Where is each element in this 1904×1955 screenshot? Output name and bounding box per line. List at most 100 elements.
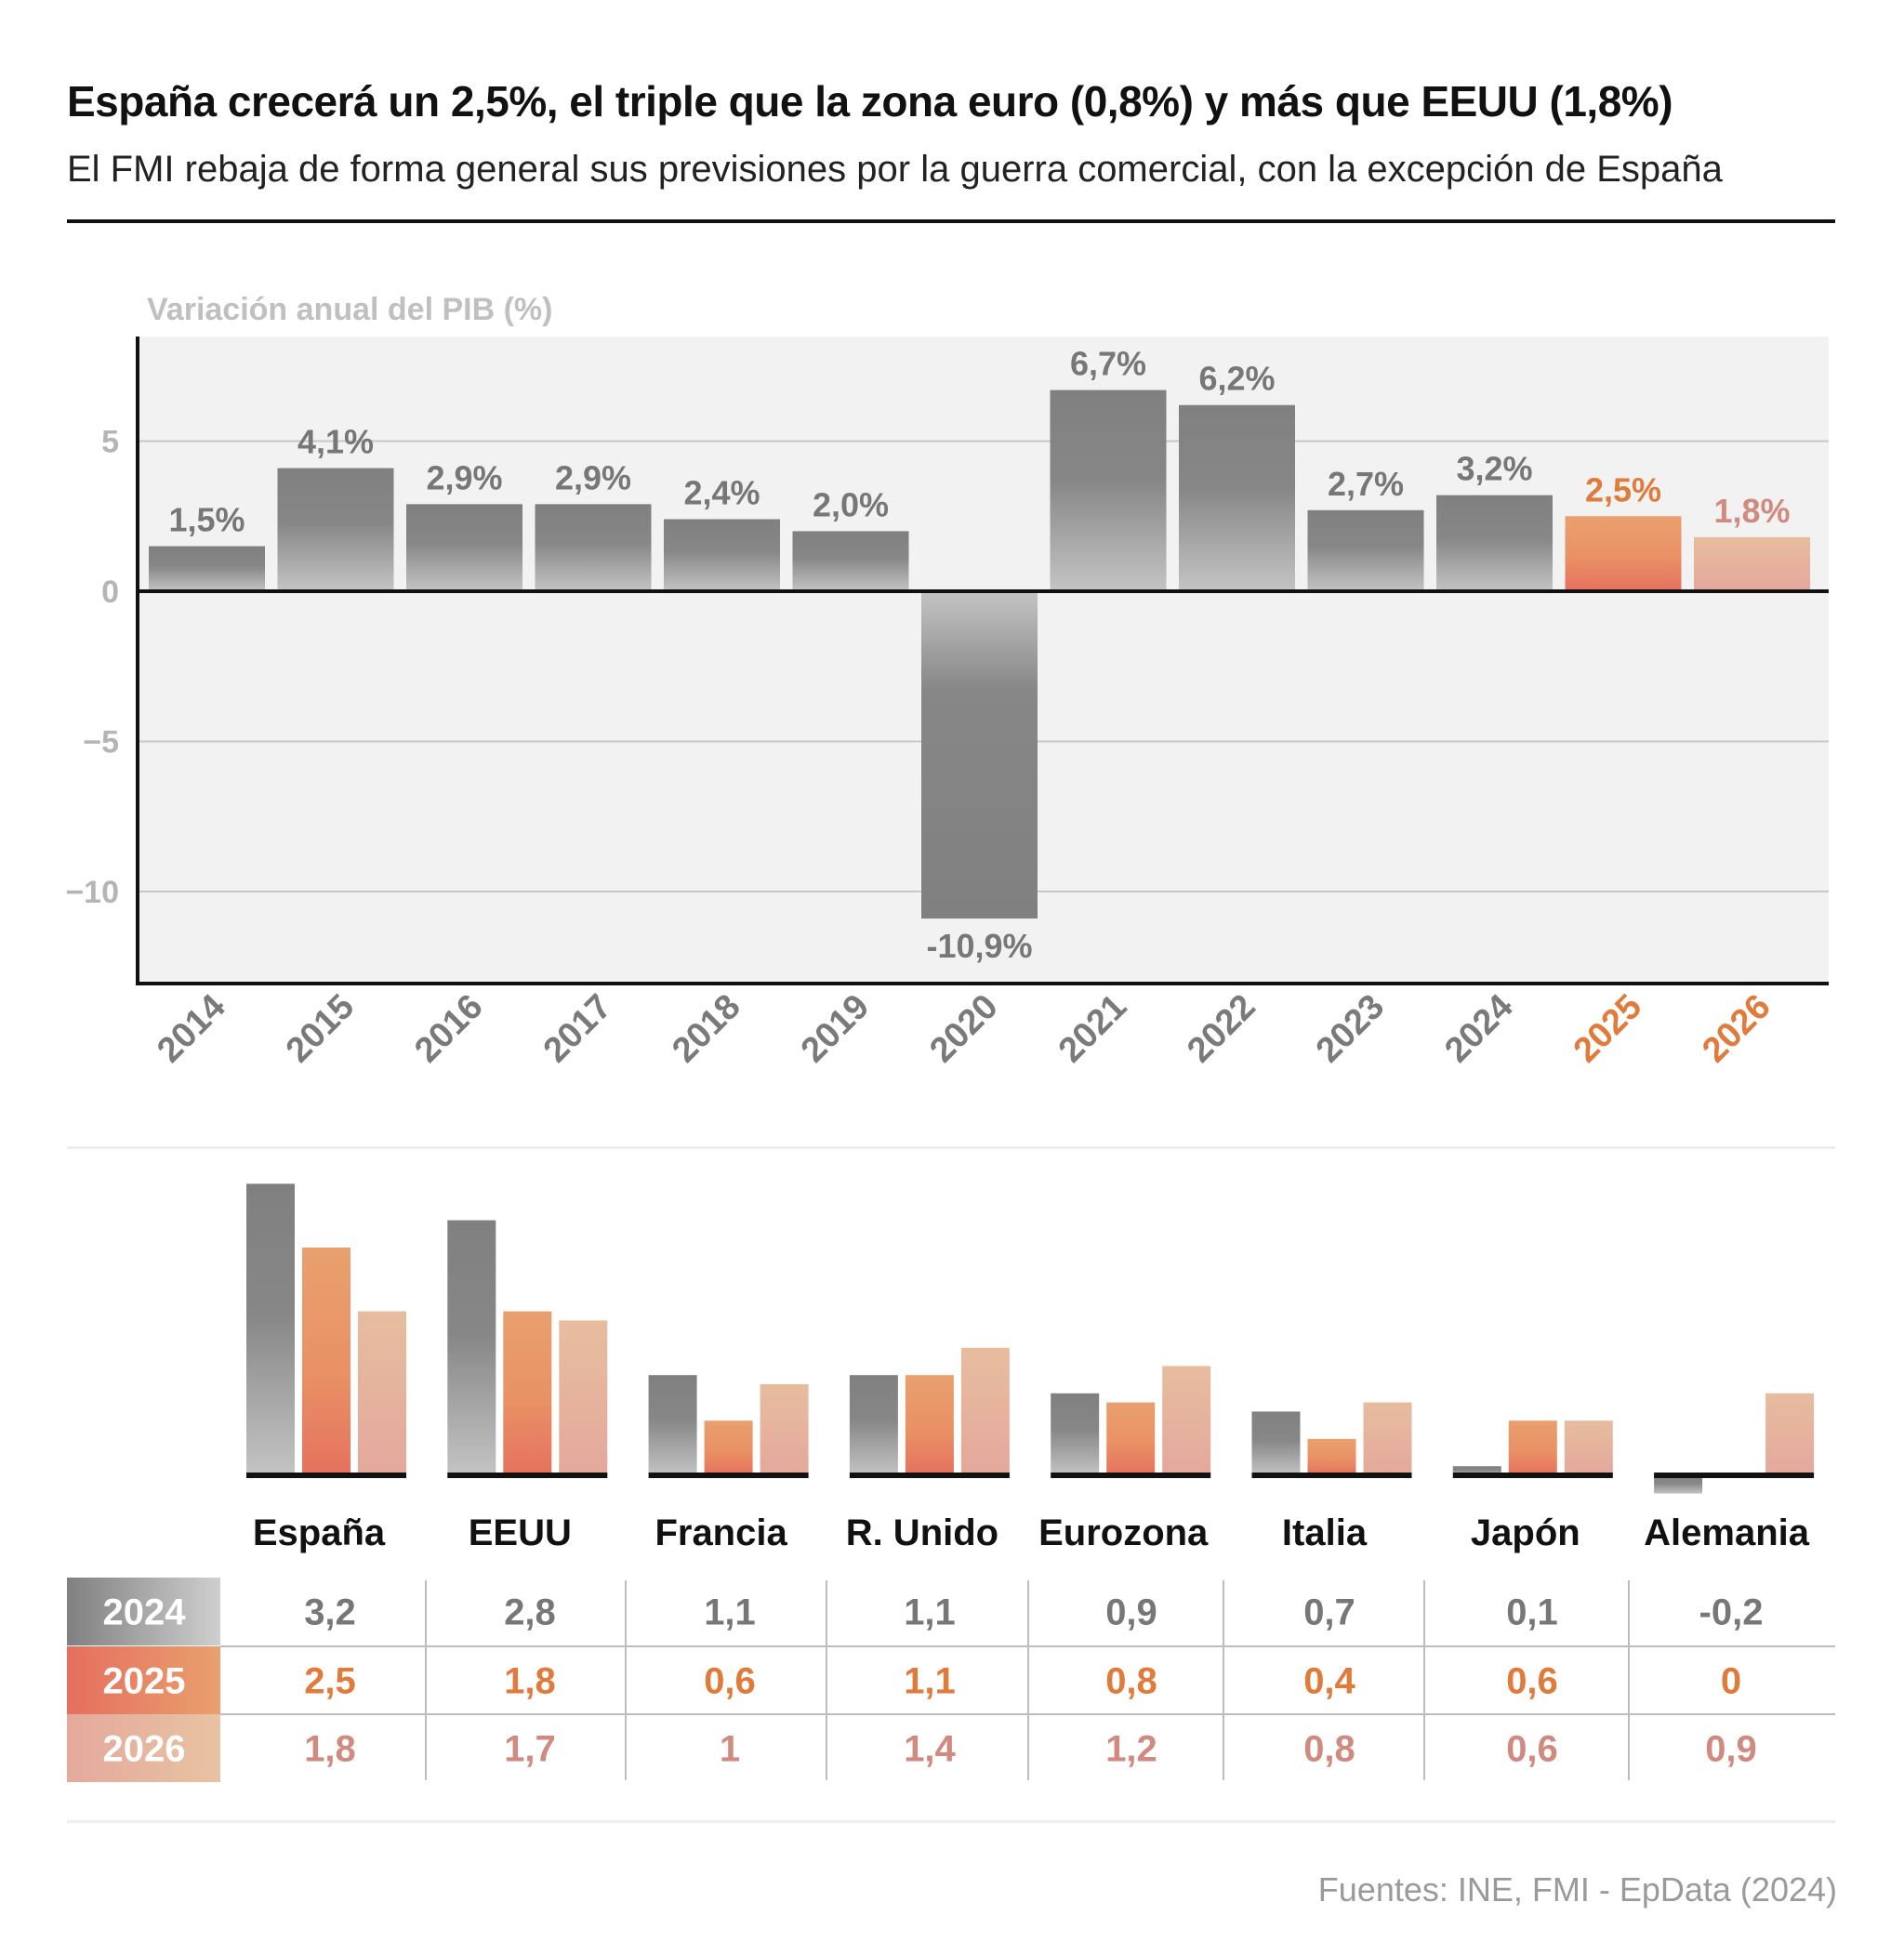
country-label: Francia <box>654 1512 787 1553</box>
bar-Japón-2024 <box>1452 1466 1501 1475</box>
table-cell: 2,5 <box>304 1661 356 1702</box>
header-divider <box>67 219 1835 223</box>
table-cell: 0,7 <box>1303 1592 1355 1633</box>
bar-España-2026 <box>358 1311 406 1475</box>
bar-2021 <box>1050 390 1167 591</box>
bar-España-2024 <box>246 1183 295 1475</box>
table-cell: 0,6 <box>704 1661 756 1702</box>
row-header-2026 <box>67 1714 220 1782</box>
table-cell: 2,8 <box>504 1592 556 1633</box>
bar-2024 <box>1436 495 1553 591</box>
country-label: EEUU <box>469 1512 572 1553</box>
bar-Francia-2025 <box>704 1420 753 1475</box>
bar-Italia-2024 <box>1251 1411 1301 1475</box>
value-label: 2,0% <box>813 485 889 523</box>
value-label: 1,8% <box>1713 492 1790 530</box>
bar-R. Unido-2025 <box>905 1375 954 1475</box>
y-tick-label: 0 <box>101 575 119 610</box>
value-label: 2,7% <box>1328 465 1404 503</box>
bar-2019 <box>792 531 909 591</box>
value-label: 4,1% <box>298 423 374 461</box>
table-cell: 0,1 <box>1506 1592 1558 1633</box>
row-header-label: 2025 <box>103 1661 186 1702</box>
table-cell: 0,8 <box>1303 1729 1355 1770</box>
bar-EEUU-2024 <box>447 1220 496 1475</box>
country-label: España <box>253 1512 386 1553</box>
table-cell: 1,1 <box>704 1592 756 1633</box>
bar-2020 <box>921 591 1038 919</box>
table-cell: 1,4 <box>904 1729 956 1770</box>
bar-2022 <box>1179 404 1295 591</box>
y-tick-label: 5 <box>101 425 119 460</box>
country-label: Japón <box>1471 1512 1580 1553</box>
bar-2018 <box>664 519 780 591</box>
row-header-label: 2024 <box>103 1592 187 1633</box>
table-cell: 1,8 <box>304 1729 356 1770</box>
bar-2016 <box>406 504 522 591</box>
row-header-2025 <box>67 1646 220 1714</box>
bar-Alemania-2026 <box>1765 1393 1815 1475</box>
bar-Francia-2024 <box>648 1375 697 1475</box>
table-cell: 0,4 <box>1303 1661 1355 1702</box>
section-divider <box>67 1146 1835 1149</box>
bar-Italia-2025 <box>1307 1438 1356 1475</box>
bar-2026 <box>1694 536 1810 591</box>
value-label: 2,5% <box>1585 470 1661 509</box>
table-cell: 1,1 <box>904 1592 956 1633</box>
value-label: 6,7% <box>1070 345 1146 383</box>
table-cell: 0,9 <box>1105 1592 1157 1633</box>
bar-Japón-2026 <box>1564 1420 1613 1475</box>
table-cell: 0,6 <box>1506 1729 1558 1770</box>
bar-2023 <box>1307 509 1424 591</box>
bar-España-2025 <box>302 1248 350 1475</box>
bar-R. Unido-2026 <box>960 1347 1010 1475</box>
annual-gdp-bar-chart: Variación anual del PIB (%) 5 0 −5 −10 1,5%… <box>65 292 1829 1070</box>
bar-2015 <box>277 468 394 591</box>
section-divider <box>67 1820 1835 1823</box>
bar-Eurozona-2025 <box>1106 1402 1156 1475</box>
value-label: 6,2% <box>1198 360 1275 398</box>
bar-2017 <box>535 504 652 591</box>
value-label: 2,9% <box>555 458 631 496</box>
bar-R. Unido-2024 <box>849 1375 898 1475</box>
value-label: -10,9% <box>926 927 1032 965</box>
row-header-2024 <box>67 1578 220 1645</box>
country-label: Italia <box>1282 1512 1368 1553</box>
table-cell: 1,7 <box>504 1729 556 1770</box>
country-label: R. Unido <box>846 1512 998 1553</box>
bar-2025 <box>1565 516 1682 591</box>
bar-Alemania-2024 <box>1654 1475 1703 1494</box>
y-axis-label: Variación anual del PIB (%) <box>147 292 552 327</box>
y-tick-label: −10 <box>65 875 119 910</box>
table-cell: 1,1 <box>904 1661 956 1702</box>
table-cell: -0,2 <box>1699 1592 1764 1633</box>
bar-Japón-2025 <box>1508 1420 1557 1475</box>
bar-Francia-2026 <box>760 1384 809 1475</box>
table-cell: 0,8 <box>1105 1661 1157 1702</box>
table-cell: 1,8 <box>504 1661 556 1702</box>
table-cell: 1,2 <box>1105 1729 1157 1770</box>
bar-EEUU-2025 <box>503 1311 552 1475</box>
value-label: 1,5% <box>168 501 245 539</box>
table-cell: 0,6 <box>1506 1661 1558 1702</box>
value-label: 3,2% <box>1456 450 1532 488</box>
y-tick-label: −5 <box>83 725 119 760</box>
bar-2014 <box>149 546 265 591</box>
bar-Eurozona-2026 <box>1162 1366 1211 1475</box>
table-cell: 1 <box>720 1729 740 1770</box>
table-cell: 0 <box>1721 1661 1741 1702</box>
value-label: 2,9% <box>426 458 502 496</box>
source-note: Fuentes: INE, FMI - EpData (2024) <box>1317 1870 1837 1909</box>
table-cell: 0,9 <box>1705 1729 1757 1770</box>
value-label: 2,4% <box>683 473 760 511</box>
country-label: Eurozona <box>1038 1512 1209 1553</box>
bar-Eurozona-2024 <box>1051 1393 1100 1475</box>
bar-Italia-2026 <box>1363 1402 1412 1475</box>
chart-title: España crecerá un 2,5%, el triple que la… <box>67 77 1673 125</box>
row-header-label: 2026 <box>103 1729 186 1770</box>
table-cell: 3,2 <box>304 1592 356 1633</box>
country-label: Alemania <box>1644 1512 1810 1553</box>
bar-EEUU-2026 <box>559 1320 608 1475</box>
chart-subtitle: El FMI rebaja de forma general sus previ… <box>67 149 1723 190</box>
